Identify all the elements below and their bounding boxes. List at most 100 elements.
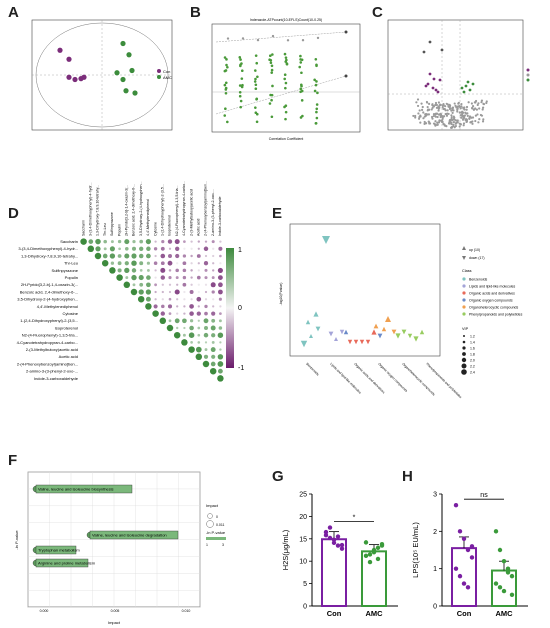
perm-point (270, 98, 273, 102)
heatmap-cell (124, 253, 130, 259)
heatmap-cell (137, 295, 145, 303)
heatmap-cell (174, 318, 180, 324)
volcano-point-ns (417, 117, 421, 120)
volcano-point-ns (417, 112, 420, 115)
heatmap-cell (146, 246, 151, 252)
heatmap-cell (219, 312, 222, 315)
heatmap-cell (116, 274, 123, 281)
heatmap-cell (161, 283, 164, 286)
pca-point-amc-3 (120, 76, 126, 83)
heatmap-col-label: 3-(3,4-Dimethoxyphenyl)-4-hydr... (89, 182, 93, 236)
heatmap-cell (138, 253, 144, 259)
heatmap-cell (219, 262, 222, 265)
h2s-data-point (375, 556, 381, 562)
heatmap-cell (146, 261, 150, 265)
class-legend-title: Class (462, 269, 472, 273)
heatmap-cell (168, 312, 172, 315)
panel-letter-g: G (272, 468, 284, 485)
class-point (347, 339, 353, 345)
volcano-point-ns (448, 103, 451, 106)
perm-point (301, 114, 304, 118)
heatmap-row-label: 1,3-Dihydroxy-7,8,9,10-tetrahy... (21, 253, 78, 258)
perm-point (315, 110, 318, 114)
perm-point (238, 94, 242, 98)
heatmap-cell (160, 253, 166, 259)
h2s-data-point (363, 553, 369, 559)
lps-data-point (505, 566, 511, 571)
heatmap-cell (203, 332, 209, 338)
volcano-point-ns (460, 116, 463, 119)
volcano-point-ns (460, 102, 463, 106)
heatmap-row-label: 2-amino-3-(3-phenyl-2-oxo-... (26, 369, 78, 374)
heatmap-cell (204, 348, 208, 352)
heatmap-cell (190, 262, 193, 265)
heatmap-cell (209, 367, 217, 375)
heatmap-cell (124, 246, 129, 251)
permutation-xlabel: Correlation Coefficient (269, 137, 304, 141)
volcano-point-ns (454, 119, 457, 122)
pathway-legend-lnp-max: 3 (222, 543, 224, 547)
volcano-point-ns (439, 112, 442, 116)
heatmap-cell (183, 305, 186, 308)
h2s-data-point (339, 546, 345, 551)
volcano-point-ns (449, 126, 453, 129)
heatmap-cell (202, 360, 210, 368)
perm-point (226, 120, 229, 124)
h2s-data-point (363, 540, 369, 545)
heatmap-cell (152, 310, 159, 317)
perm-point (254, 77, 257, 81)
heatmap-cell (117, 239, 122, 244)
pathway-label: Valine, leucine and isoleucine degradati… (92, 533, 167, 538)
volcano-point-ns (470, 102, 474, 105)
volcano-point-down (436, 90, 440, 94)
heatmap-cell (167, 260, 173, 266)
volcano-point-up (462, 90, 466, 94)
heatmap-cell (197, 283, 200, 286)
heatmap-cell (103, 239, 107, 244)
lps-significance-label: ns (480, 492, 488, 499)
perm-point (224, 86, 228, 90)
class-point (339, 329, 345, 335)
pca-point-amc-5 (132, 90, 138, 96)
perm-point (299, 61, 303, 64)
h2s-data-point (331, 540, 337, 546)
heatmap-col-label: 2-(4-Phenoxybenzoyl)amino]ben... (204, 181, 208, 236)
perm-point (240, 62, 243, 65)
heatmap-row-label: 2-(4-Phenoxybenzoyl)amino]ben... (17, 361, 78, 366)
volcano-point-ns (462, 114, 465, 118)
pathway-xlabel: Impact (108, 620, 121, 625)
pca-point-amc-2 (129, 67, 135, 74)
heatmap-cell (183, 312, 186, 315)
pathway-x-tick: 0.005 (111, 609, 120, 613)
pca-point-con-3 (72, 76, 78, 83)
heatmap-cell (203, 261, 209, 266)
perm-point-orig-r2 (344, 30, 348, 34)
heatmap-cell (132, 239, 136, 244)
volcano-point-ns (470, 116, 473, 119)
volcano-point-ns (454, 122, 457, 125)
heatmap-cell (145, 289, 152, 295)
permutation-title: Inderazole-ATPcount(10-EFLS)Count(10-0.2… (250, 18, 322, 22)
heatmap-cell (203, 246, 209, 252)
class-point (309, 334, 313, 338)
heatmap-cell (195, 353, 203, 361)
perm-point (283, 52, 287, 56)
volcano-legend (526, 68, 530, 82)
heatmap-col-label: 4,4'-Methylenediphenol (146, 199, 150, 236)
volcano-point-ns (466, 114, 469, 117)
volcano-point-down (432, 77, 436, 81)
vip-legend-item: 2.4 (470, 370, 475, 374)
heatmap-col-label: 2-amino-3-(3-phenyl-2-oxo-... (211, 189, 215, 236)
lps-data-point (453, 566, 459, 571)
vip-legend-item: 1.2 (470, 334, 475, 338)
perm-point (315, 107, 319, 111)
perm-point (315, 80, 318, 83)
heatmap-col-label: Isoproterenol (168, 215, 172, 236)
panel-letter-d: D (8, 205, 19, 222)
volcano-point-ns (459, 107, 462, 110)
pca-point-amc-1 (126, 52, 132, 58)
heatmap-cell (204, 283, 208, 286)
volcano-point-ns (461, 118, 465, 121)
heatmap-col-label: Acetic acid (197, 219, 201, 236)
volcano-point-ns (439, 103, 442, 107)
